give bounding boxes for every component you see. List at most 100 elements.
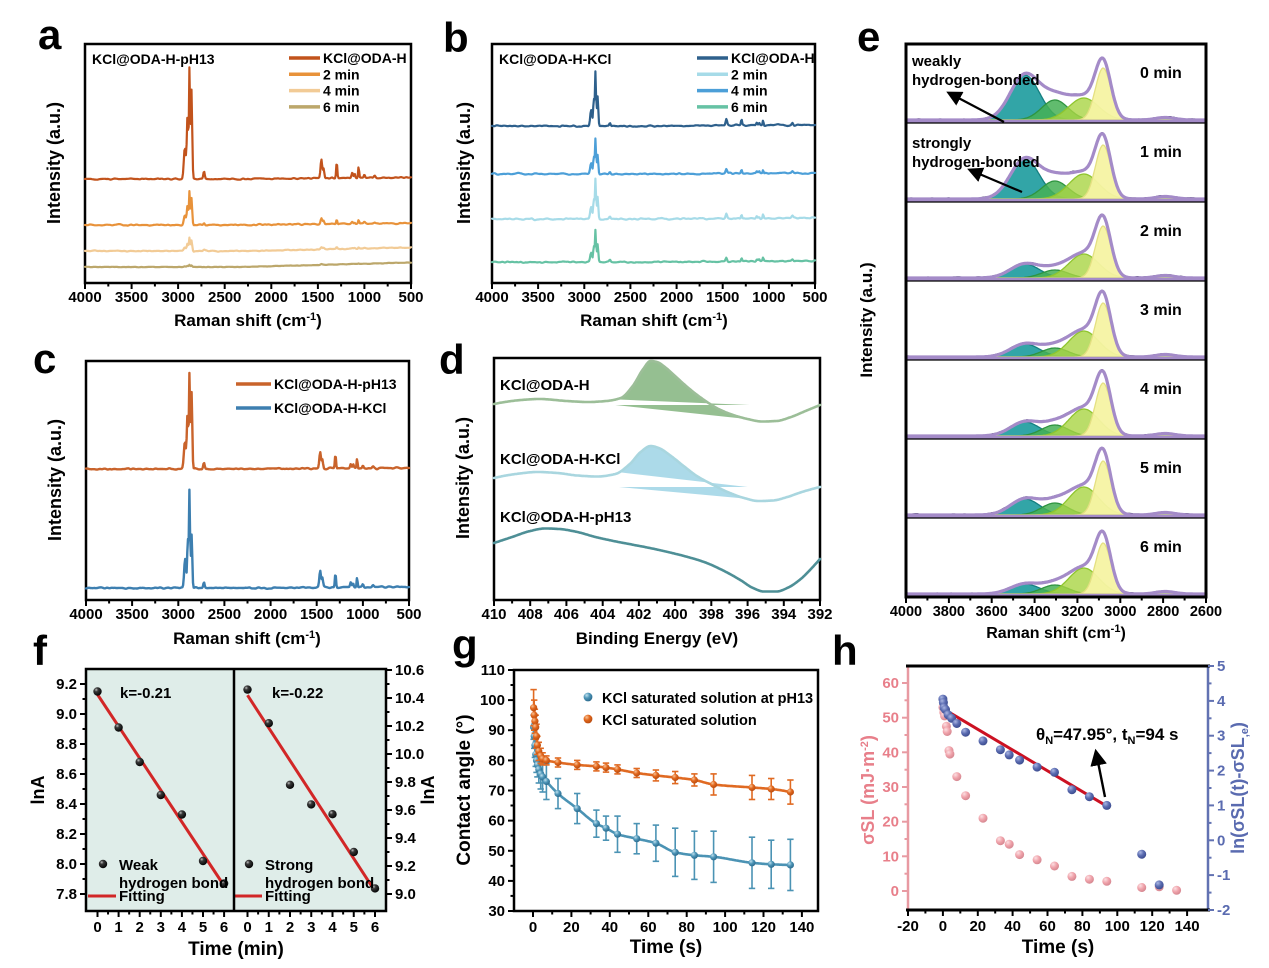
svg-text:8.4: 8.4 (56, 796, 78, 813)
svg-text:2 min: 2 min (1140, 223, 1182, 240)
svg-text:1 min: 1 min (1140, 144, 1182, 161)
svg-text:20: 20 (882, 814, 899, 831)
svg-text:Strong: Strong (265, 857, 313, 874)
svg-text:4: 4 (1217, 693, 1226, 710)
svg-text:-2: -2 (1217, 902, 1230, 919)
svg-text:KCl@ODA-H: KCl@ODA-H (731, 50, 815, 66)
svg-text:4 min: 4 min (323, 83, 360, 99)
svg-text:3500: 3500 (115, 289, 148, 306)
svg-text:1500: 1500 (706, 289, 739, 306)
svg-text:110: 110 (481, 662, 505, 679)
svg-text:40: 40 (488, 873, 505, 890)
svg-text:3000: 3000 (162, 606, 195, 623)
svg-text:Time (s): Time (s) (630, 937, 703, 958)
svg-text:60: 60 (488, 813, 505, 830)
svg-text:40: 40 (882, 744, 899, 761)
svg-text:410: 410 (481, 606, 506, 623)
svg-text:30: 30 (882, 779, 899, 796)
svg-text:KCl saturated solution at pH13: KCl saturated solution at pH13 (602, 691, 813, 707)
svg-text:1: 1 (265, 919, 273, 936)
svg-text:1: 1 (114, 919, 122, 936)
svg-text:2: 2 (136, 919, 144, 936)
svg-text:9.8: 9.8 (395, 774, 416, 791)
svg-text:Raman shift (cm-1): Raman shift (cm-1) (173, 629, 321, 648)
svg-text:9.0: 9.0 (56, 706, 77, 723)
svg-text:3500: 3500 (521, 289, 554, 306)
svg-text:8.0: 8.0 (56, 856, 77, 873)
svg-text:396: 396 (735, 606, 760, 623)
svg-text:10.6: 10.6 (395, 662, 424, 679)
svg-text:10: 10 (882, 848, 899, 865)
svg-text:8.6: 8.6 (56, 766, 77, 783)
svg-text:KCl saturated solution: KCl saturated solution (602, 713, 757, 729)
svg-text:398: 398 (699, 606, 724, 623)
svg-text:lnA: lnA (28, 776, 48, 805)
svg-text:4 min: 4 min (731, 83, 768, 99)
svg-text:strongly: strongly (912, 135, 972, 152)
svg-text:0: 0 (891, 883, 899, 900)
svg-text:80: 80 (488, 752, 505, 769)
svg-text:3400: 3400 (1018, 604, 1050, 620)
svg-text:3: 3 (307, 919, 315, 936)
svg-text:40: 40 (601, 919, 618, 936)
svg-text:0: 0 (939, 918, 947, 935)
svg-text:3600: 3600 (976, 604, 1008, 620)
svg-text:6: 6 (371, 919, 379, 936)
svg-text:408: 408 (518, 606, 543, 623)
svg-text:50: 50 (488, 843, 505, 860)
svg-text:hydrogen-bonded: hydrogen-bonded (912, 154, 1040, 171)
svg-text:9.2: 9.2 (395, 858, 416, 875)
svg-text:2000: 2000 (255, 289, 288, 306)
svg-text:120: 120 (1140, 918, 1165, 935)
svg-text:30: 30 (488, 903, 505, 920)
svg-text:4000: 4000 (68, 289, 101, 306)
svg-text:Time (s): Time (s) (1022, 937, 1095, 958)
svg-text:3000: 3000 (161, 289, 194, 306)
svg-text:10.0: 10.0 (395, 746, 424, 763)
svg-text:0: 0 (1217, 832, 1225, 849)
svg-text:KCl@ODA-H-pH13: KCl@ODA-H-pH13 (274, 376, 397, 392)
svg-text:404: 404 (590, 606, 616, 623)
svg-text:80: 80 (678, 919, 695, 936)
svg-text:Intensity (a.u.): Intensity (a.u.) (44, 102, 64, 224)
svg-text:3: 3 (157, 919, 165, 936)
svg-text:20: 20 (969, 918, 986, 935)
svg-text:1500: 1500 (300, 606, 333, 623)
svg-text:2 min: 2 min (323, 66, 360, 82)
svg-text:Contact angle (°): Contact angle (°) (454, 714, 475, 865)
svg-text:Fitting: Fitting (119, 888, 165, 905)
svg-text:Raman shift (cm-1): Raman shift (cm-1) (174, 311, 322, 330)
svg-text:60: 60 (882, 675, 899, 692)
svg-text:5 min: 5 min (1140, 460, 1182, 477)
svg-text:2: 2 (286, 919, 294, 936)
svg-text:8.8: 8.8 (56, 736, 77, 753)
svg-text:5: 5 (350, 919, 358, 936)
svg-text:2000: 2000 (660, 289, 693, 306)
svg-text:4000: 4000 (890, 604, 922, 620)
svg-text:394: 394 (771, 606, 797, 623)
svg-text:1500: 1500 (301, 289, 334, 306)
svg-text:100: 100 (1105, 918, 1130, 935)
svg-text:402: 402 (626, 606, 651, 623)
svg-text:Binding Energy (eV): Binding Energy (eV) (576, 629, 738, 648)
svg-text:1000: 1000 (752, 289, 785, 306)
svg-text:10.4: 10.4 (395, 690, 425, 707)
svg-text:θN=47.95°, tN=94 s: θN=47.95°, tN=94 s (1036, 725, 1179, 747)
svg-text:140: 140 (789, 919, 814, 936)
svg-text:Weak: Weak (119, 857, 159, 874)
svg-text:4 min: 4 min (1140, 381, 1182, 398)
svg-text:KCl@ODA-H-KCl: KCl@ODA-H-KCl (499, 51, 611, 67)
svg-text:1000: 1000 (346, 606, 379, 623)
svg-text:3 min: 3 min (1140, 302, 1182, 319)
svg-text:KCl@ODA-H-KCl: KCl@ODA-H-KCl (500, 451, 620, 468)
svg-text:k=-0.21: k=-0.21 (120, 685, 171, 702)
svg-text:hydrogen bond: hydrogen bond (265, 875, 374, 892)
svg-text:Raman shift (cm-1): Raman shift (cm-1) (986, 623, 1126, 642)
svg-text:hydrogen-bonded: hydrogen-bonded (912, 72, 1040, 89)
svg-text:0 min: 0 min (1140, 65, 1182, 82)
svg-text:6: 6 (220, 919, 228, 936)
svg-text:2800: 2800 (1147, 604, 1179, 620)
svg-text:392: 392 (807, 606, 832, 623)
svg-text:weakly: weakly (911, 53, 962, 70)
svg-text:9.2: 9.2 (56, 676, 77, 693)
